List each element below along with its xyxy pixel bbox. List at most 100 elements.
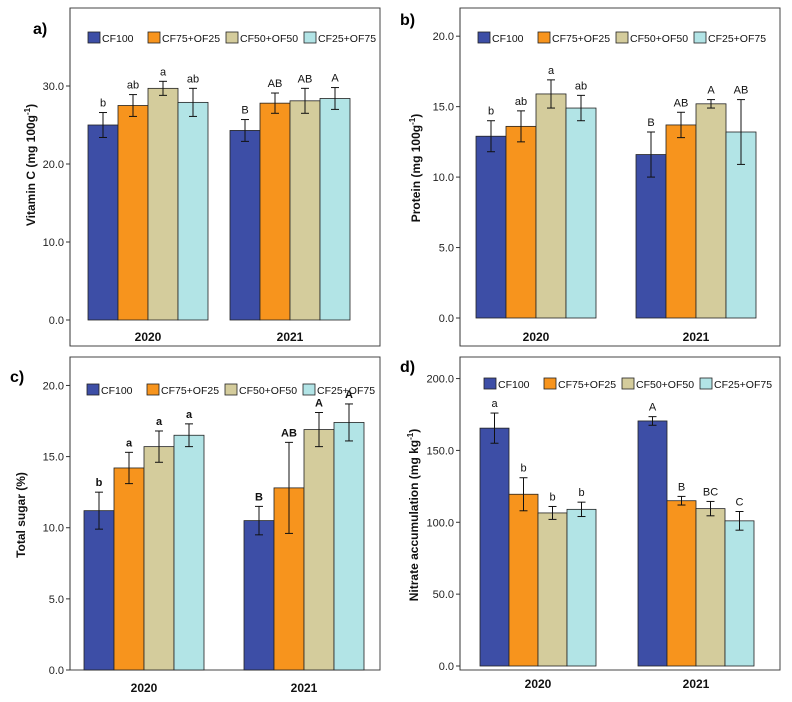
x-category-label: 2021 — [277, 330, 304, 344]
bar-cf50-of50-2020 — [537, 512, 568, 667]
x-category-label: 2021 — [683, 677, 710, 691]
significance-label: b — [520, 463, 526, 475]
legend-swatch — [615, 31, 629, 44]
y-axis-label-end: ) — [407, 429, 421, 433]
legend-swatch — [537, 31, 551, 44]
significance-label: b — [100, 98, 106, 110]
bar-cf50-of50-2021 — [695, 103, 727, 319]
legend-label: CF75+OF25 — [162, 33, 220, 45]
x-category-label: 2020 — [135, 330, 162, 344]
y-tick-label: 200.0 — [426, 374, 454, 386]
significance-label: AB — [268, 78, 283, 90]
legend-swatch — [86, 383, 100, 396]
significance-label: ab — [515, 96, 527, 108]
legend-swatch — [699, 377, 713, 390]
panel-4: 0.0 50.0 100.0 150.0 200.0 Nitrate accumulati… — [400, 356, 781, 691]
panel-letter: b) — [400, 12, 415, 29]
legend-label: CF25+OF75 — [708, 33, 766, 45]
bar-cf50-of50-2021 — [695, 508, 726, 667]
legend-label: CF75+OF25 — [552, 33, 610, 45]
y-tick-label: 5.0 — [49, 594, 64, 606]
bar-cf100-2020 — [475, 135, 507, 319]
y-axis-label-sup: -1 — [408, 117, 417, 125]
y-tick-label: 10.0 — [43, 523, 64, 535]
panel-1: 0.0 10.0 20.0 30.0 Vitamin C (mg 100g-1) a) b a… — [23, 7, 381, 347]
legend-swatch — [146, 383, 160, 396]
y-tick-label: 20.0 — [43, 159, 64, 171]
y-axis-label-main: Vitamin C (mg 100g — [24, 115, 38, 226]
y-axis-label-end: ) — [24, 104, 38, 108]
bar-cf75-of25-2020 — [505, 125, 537, 319]
panel-3: 0.0 5.0 10.0 15.0 20.0 Total sugar (%) c) b a a a 2… — [10, 356, 381, 695]
significance-label: a — [548, 65, 555, 77]
y-tick-label: 0.0 — [439, 661, 454, 673]
y-axis-label: Total sugar (%) — [14, 472, 28, 558]
bar-cf100-2021 — [229, 130, 261, 321]
y-tick-label: 0.0 — [49, 315, 64, 327]
x-category-label: 2021 — [291, 681, 318, 695]
x-category-label: 2020 — [131, 681, 158, 695]
significance-label: B — [647, 117, 654, 129]
bar-cf50-of50-2021 — [289, 100, 321, 321]
bar-cf100-2021 — [635, 154, 667, 319]
significance-label: a — [156, 416, 163, 428]
legend-swatch — [303, 31, 317, 44]
significance-label: a — [126, 437, 133, 449]
x-category-label: 2020 — [523, 330, 550, 344]
bar-cf100-2020 — [83, 510, 115, 671]
significance-label: AB — [674, 97, 689, 109]
significance-label: A — [707, 85, 715, 97]
legend-label: CF100 — [101, 385, 133, 397]
bar-cf75-of25-2020 — [508, 493, 539, 667]
significance-label: B — [241, 105, 248, 117]
significance-label: A — [649, 402, 657, 414]
legend-swatch — [302, 383, 316, 396]
bar-cf50-of50-2020 — [147, 87, 179, 321]
legend-label: CF50+OF50 — [636, 379, 694, 391]
bar-cf25-of75-2020 — [565, 107, 597, 319]
y-tick-label: 0.0 — [439, 313, 454, 325]
y-axis-label: Nitrate accumulation (mg kg-1) — [406, 429, 421, 602]
legend-label: CF50+OF50 — [240, 33, 298, 45]
panel-letter: d) — [400, 359, 415, 376]
bar-cf75-of25-2020 — [113, 467, 145, 671]
y-axis-label: Protein (mg 100g-1) — [408, 114, 423, 222]
y-tick-label: 100.0 — [426, 517, 454, 529]
bar-cf75-of25-2021 — [665, 124, 697, 319]
legend-swatch — [87, 31, 101, 44]
y-axis-label-main: Protein (mg 100g — [409, 125, 423, 222]
significance-label: b — [549, 491, 555, 503]
legend-swatch — [224, 383, 238, 396]
y-tick-label: 10.0 — [43, 237, 64, 249]
y-tick-label: 50.0 — [433, 589, 454, 601]
legend-swatch — [477, 31, 491, 44]
y-tick-label: 15.0 — [433, 102, 454, 114]
significance-label: AB — [298, 73, 313, 85]
significance-label: A — [331, 73, 339, 85]
legend-label: CF75+OF25 — [558, 379, 616, 391]
legend-swatch — [621, 377, 635, 390]
significance-label: C — [736, 497, 744, 509]
bar-cf25-of75-2021 — [333, 422, 365, 671]
panel-letter: a) — [33, 21, 47, 38]
bar-cf100-2020 — [479, 427, 510, 667]
bar-cf100-2021 — [637, 420, 668, 667]
bar-cf75-of25-2020 — [117, 105, 149, 321]
y-tick-label: 150.0 — [426, 445, 454, 457]
y-tick-label: 10.0 — [433, 172, 454, 184]
y-tick-label: 15.0 — [43, 452, 64, 464]
significance-label: A — [345, 389, 353, 401]
legend-label: CF100 — [492, 33, 524, 45]
y-tick-label: 0.0 — [49, 665, 64, 677]
significance-label: ab — [187, 73, 199, 85]
legend-label: CF75+OF25 — [161, 385, 219, 397]
legend-swatch — [483, 377, 497, 390]
significance-label: a — [160, 66, 167, 78]
bar-cf25-of75-2021 — [319, 98, 351, 321]
legend-swatch — [543, 377, 557, 390]
bar-cf75-of25-2021 — [259, 102, 291, 321]
y-tick-label: 20.0 — [433, 31, 454, 43]
panel-letter: c) — [10, 369, 24, 386]
significance-label: B — [255, 491, 263, 503]
